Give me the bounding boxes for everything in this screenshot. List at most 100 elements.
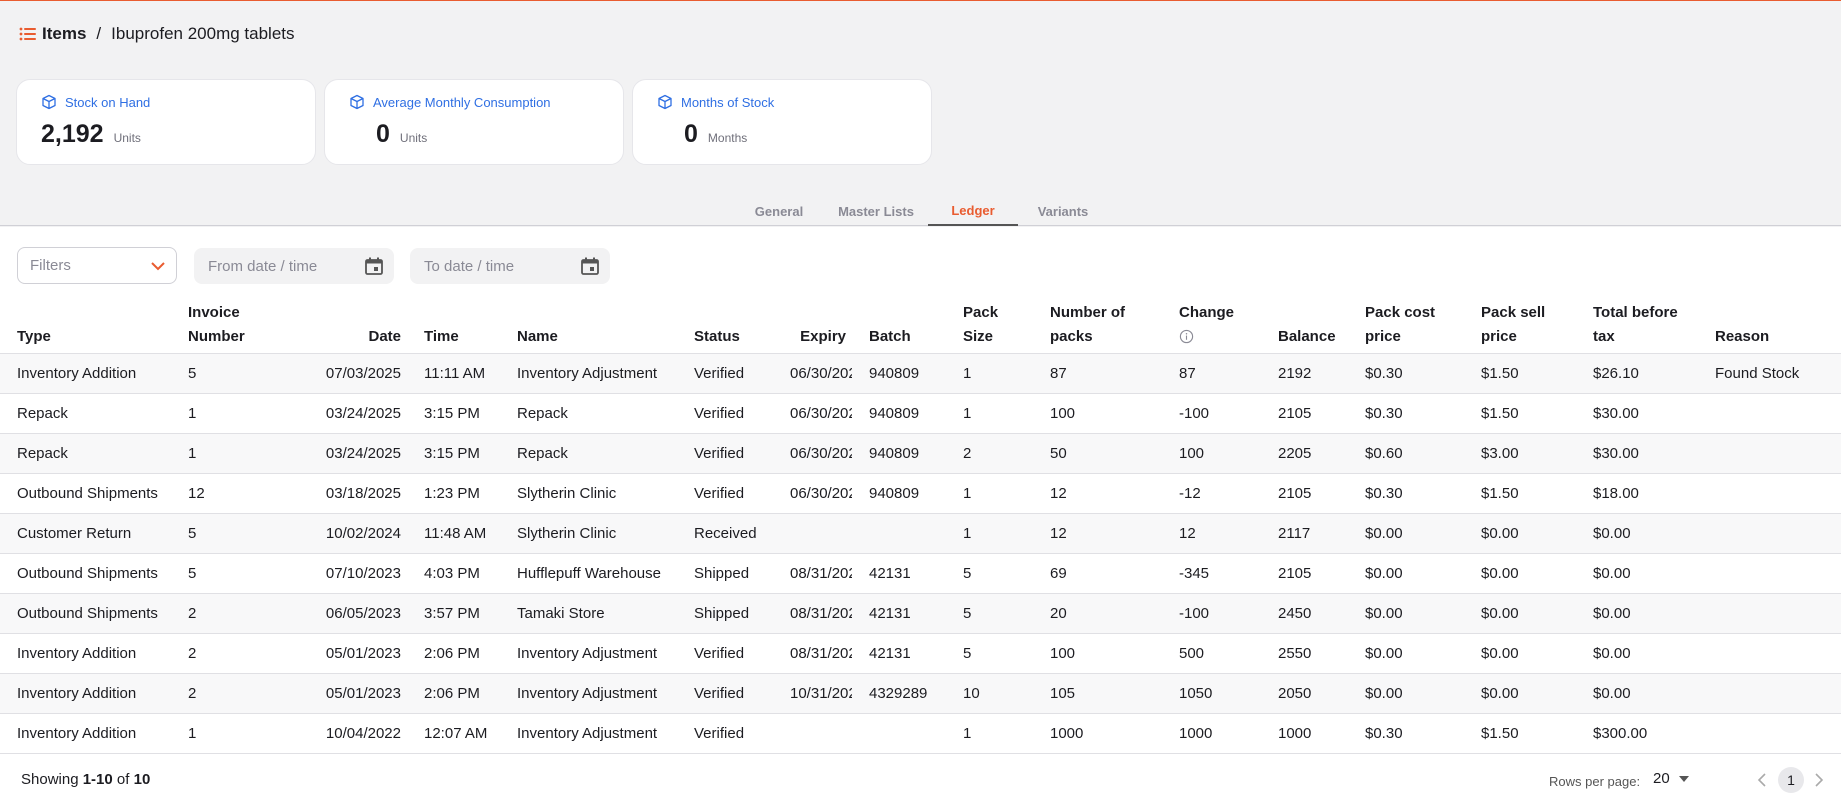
column-header-expiry[interactable]: Expiry bbox=[773, 293, 852, 354]
column-header-batch[interactable]: Batch bbox=[852, 293, 946, 354]
table-row[interactable]: Repack 1 03/24/2025 3:15 PM Repack Verified 06… bbox=[0, 393, 1841, 434]
table-row[interactable]: Outbound Shipments 12 03/18/2025 1:23 PM Sly… bbox=[0, 473, 1841, 514]
cell-expiry: 06/30/2022 bbox=[773, 473, 852, 514]
cell-date: 05/01/2023 bbox=[265, 633, 407, 674]
months-of-stock-card: Months of Stock 0 Months bbox=[632, 79, 932, 165]
tab-ledger[interactable]: Ledger bbox=[928, 197, 1018, 226]
cell-name: Inventory Adjustment bbox=[500, 673, 677, 714]
calendar-icon[interactable] bbox=[364, 256, 384, 276]
cell-reason bbox=[1698, 553, 1841, 594]
column-header-total-before-tax[interactable]: Total before tax bbox=[1576, 293, 1698, 354]
cell-pack-size: 1 bbox=[946, 393, 1033, 434]
cell-name: Inventory Adjustment bbox=[500, 633, 677, 674]
card-title: Average Monthly Consumption bbox=[373, 94, 551, 110]
cell-number-of-packs: 12 bbox=[1033, 473, 1162, 514]
cell-name: Inventory Adjustment bbox=[500, 713, 677, 754]
cell-reason bbox=[1698, 393, 1841, 434]
cell-change: 100 bbox=[1162, 433, 1261, 474]
cell-number-of-packs: 105 bbox=[1033, 673, 1162, 714]
to-date-input[interactable]: To date / time bbox=[410, 248, 610, 284]
cell-expiry: 08/31/2023 bbox=[773, 633, 852, 674]
filters-placeholder: Filters bbox=[30, 257, 71, 274]
column-header-date[interactable]: Date bbox=[265, 293, 407, 354]
cell-name: Slytherin Clinic bbox=[500, 513, 677, 554]
to-date-placeholder: To date / time bbox=[424, 257, 515, 275]
cell-pack-sell-price: $0.00 bbox=[1464, 633, 1576, 674]
breadcrumb-root[interactable]: Items bbox=[42, 24, 87, 43]
cell-pack-sell-price: $0.00 bbox=[1464, 593, 1576, 634]
column-header-reason[interactable]: Reason bbox=[1698, 293, 1841, 354]
avg-monthly-consumption-card: Average Monthly Consumption 0 Units bbox=[324, 79, 624, 165]
chevron-down-icon bbox=[151, 262, 165, 271]
cell-number-of-packs: 50 bbox=[1033, 433, 1162, 474]
cell-balance: 2050 bbox=[1261, 673, 1348, 714]
cell-change: -100 bbox=[1162, 393, 1261, 434]
stock-on-hand-card: Stock on Hand 2,192 Units bbox=[16, 79, 316, 165]
cell-time: 11:11 AM bbox=[407, 353, 500, 394]
cell-pack-cost-price: $0.30 bbox=[1348, 473, 1464, 514]
card-value: 2,192 bbox=[41, 120, 104, 148]
cell-pack-size: 5 bbox=[946, 553, 1033, 594]
from-date-input[interactable]: From date / time bbox=[194, 248, 394, 284]
tab-general[interactable]: General bbox=[754, 204, 804, 219]
filters-select[interactable]: Filters bbox=[17, 247, 177, 284]
cell-balance: 1000 bbox=[1261, 713, 1348, 754]
info-icon[interactable] bbox=[1179, 329, 1194, 344]
cell-batch bbox=[852, 713, 946, 754]
calendar-icon[interactable] bbox=[580, 256, 600, 276]
cell-expiry: 10/31/2023 bbox=[773, 673, 852, 714]
cell-balance: 2105 bbox=[1261, 473, 1348, 514]
page-number-button[interactable]: 1 bbox=[1778, 767, 1804, 793]
cell-total-before-tax: $26.10 bbox=[1576, 353, 1698, 394]
cell-pack-cost-price: $0.30 bbox=[1348, 713, 1464, 754]
card-unit: Units bbox=[113, 131, 141, 145]
cell-pack-sell-price: $1.50 bbox=[1464, 713, 1576, 754]
rows-per-page-select[interactable]: 20 bbox=[1653, 770, 1670, 787]
package-icon bbox=[350, 94, 364, 110]
cell-number-of-packs: 12 bbox=[1033, 513, 1162, 554]
column-header-change[interactable]: Change bbox=[1162, 293, 1261, 354]
chevron-right-icon[interactable] bbox=[1814, 773, 1824, 787]
cell-type: Customer Return bbox=[0, 513, 171, 554]
table-row[interactable]: Inventory Addition 2 05/01/2023 2:06 PM Inve… bbox=[0, 633, 1841, 674]
list-icon[interactable] bbox=[18, 24, 38, 44]
cell-pack-sell-price: $0.00 bbox=[1464, 553, 1576, 594]
caret-down-icon[interactable] bbox=[1679, 776, 1689, 782]
cell-status: Verified bbox=[677, 433, 773, 474]
cell-invoice-number: 12 bbox=[171, 473, 265, 514]
card-value: 0 bbox=[684, 120, 698, 148]
cell-status: Verified bbox=[677, 393, 773, 434]
cell-pack-sell-price: $0.00 bbox=[1464, 513, 1576, 554]
column-header-invoice-number[interactable]: Invoice Number bbox=[171, 293, 265, 354]
cell-change: 87 bbox=[1162, 353, 1261, 394]
cell-expiry bbox=[773, 513, 852, 554]
header: Items / Ibuprofen 200mg tablets bbox=[0, 1, 1841, 67]
column-header-pack-sell-price[interactable]: Pack sell price bbox=[1464, 293, 1576, 354]
tab-variants[interactable]: Variants bbox=[1037, 204, 1089, 219]
cell-time: 4:03 PM bbox=[407, 553, 500, 594]
column-header-type[interactable]: Type bbox=[0, 293, 171, 354]
column-header-name[interactable]: Name bbox=[500, 293, 677, 354]
chevron-left-icon[interactable] bbox=[1757, 773, 1767, 787]
column-header-status[interactable]: Status bbox=[677, 293, 773, 354]
table-row[interactable]: Inventory Addition 5 07/03/2025 11:11 AM Inv… bbox=[0, 353, 1841, 394]
cell-expiry: 08/31/2023 bbox=[773, 593, 852, 634]
table-row[interactable]: Outbound Shipments 5 07/10/2023 4:03 PM Huff… bbox=[0, 553, 1841, 594]
cell-change: 1000 bbox=[1162, 713, 1261, 754]
cell-total-before-tax: $0.00 bbox=[1576, 513, 1698, 554]
cell-invoice-number: 5 bbox=[171, 353, 265, 394]
column-header-pack-cost-price[interactable]: Pack cost price bbox=[1348, 293, 1464, 354]
column-header-pack-size[interactable]: Pack Size bbox=[946, 293, 1033, 354]
ledger-table: Type Invoice Number Date Time Name Status… bbox=[0, 293, 1841, 754]
tab-master-lists[interactable]: Master Lists bbox=[838, 204, 914, 219]
table-row[interactable]: Repack 1 03/24/2025 3:15 PM Repack Verified 06… bbox=[0, 433, 1841, 474]
table-row[interactable]: Inventory Addition 1 10/04/2022 12:07 AM Inv… bbox=[0, 713, 1841, 754]
column-header-time[interactable]: Time bbox=[407, 293, 500, 354]
column-header-balance[interactable]: Balance bbox=[1261, 293, 1348, 354]
cell-type: Outbound Shipments bbox=[0, 553, 171, 594]
table-row[interactable]: Customer Return 5 10/02/2024 11:48 AM Slythe… bbox=[0, 513, 1841, 554]
table-row[interactable]: Outbound Shipments 2 06/05/2023 3:57 PM Tama… bbox=[0, 593, 1841, 634]
cell-time: 1:23 PM bbox=[407, 473, 500, 514]
table-row[interactable]: Inventory Addition 2 05/01/2023 2:06 PM Inve… bbox=[0, 673, 1841, 714]
column-header-number-of-packs[interactable]: Number of packs bbox=[1033, 293, 1162, 354]
